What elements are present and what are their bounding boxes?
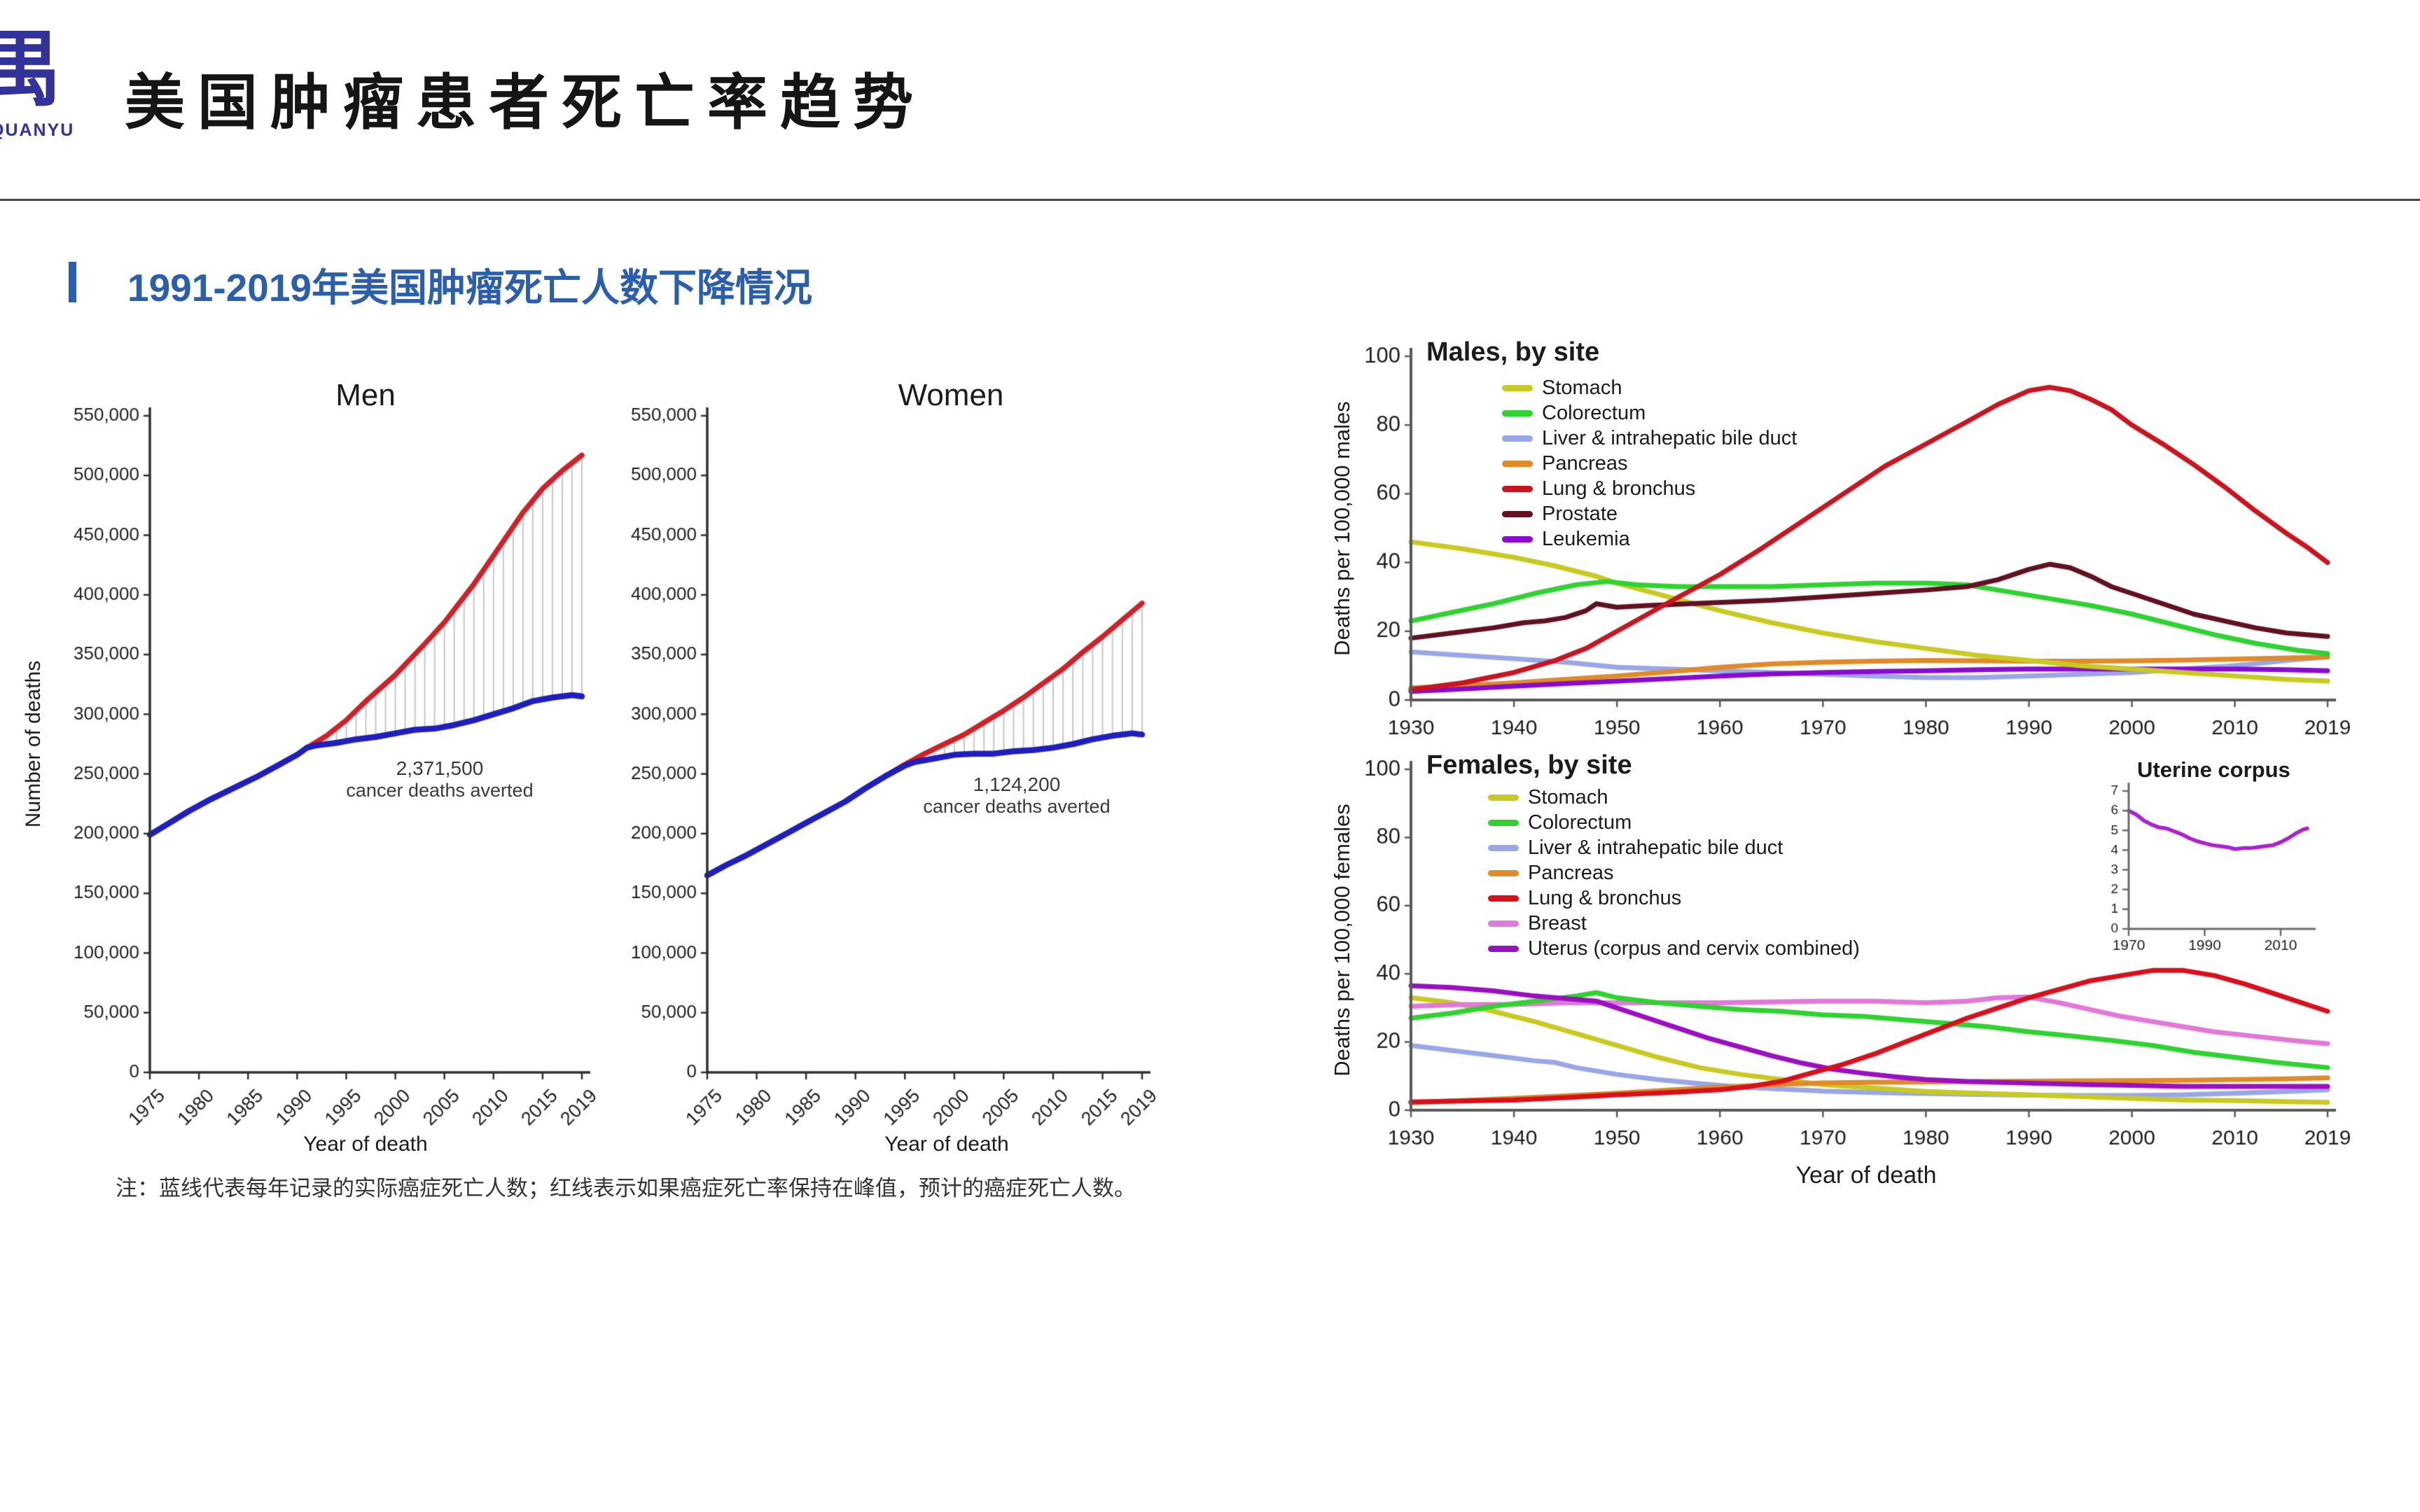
- legend-item: Stomach: [1488, 785, 1860, 810]
- legend-swatch: [1502, 510, 1533, 517]
- uterine-corpus-inset-title: Uterine corpus: [2137, 757, 2290, 782]
- legend-label: Pancreas: [1528, 861, 1614, 884]
- legend-swatch: [1502, 384, 1533, 391]
- legend-label: Liver & intrahepatic bile duct: [1542, 426, 1797, 449]
- women-x-axis-label: Year of death: [884, 1133, 1009, 1156]
- legend-label: Colorectum: [1542, 401, 1646, 424]
- right-x-axis-label: Year of death: [1795, 1162, 1937, 1189]
- legend-label: Breast: [1528, 911, 1587, 934]
- women-deaths-averted-annotation: 1,124,200 cancer deaths averted: [923, 774, 1110, 818]
- legend-swatch: [1488, 895, 1519, 902]
- legend-item: Prostate: [1502, 501, 1797, 526]
- legend-label: Stomach: [1542, 376, 1622, 399]
- men-deaths-averted-label: cancer deaths averted: [346, 780, 534, 801]
- legend-label: Uterus (corpus and cervix combined): [1528, 937, 1860, 960]
- footnote: 注：蓝线代表每年记录的实际癌症死亡人数；红线表示如果癌症死亡率保持在峰值，预计的…: [116, 1176, 1136, 1200]
- legend-swatch: [1502, 460, 1533, 467]
- legend-swatch: [1488, 920, 1519, 927]
- males-legend: Stomach Colorectum Liver & intrahepatic bi…: [1502, 375, 1797, 552]
- legend-swatch: [1502, 536, 1533, 542]
- section-title: 1991-2019年美国肿瘤死亡人数下降情况: [127, 266, 813, 309]
- men-x-axis-label: Year of death: [303, 1133, 428, 1156]
- legend-swatch: [1488, 819, 1519, 826]
- women-deaths-averted-value: 1,124,200: [973, 774, 1061, 795]
- legend-item: Lung & bronchus: [1488, 886, 1860, 911]
- legend-label: Stomach: [1528, 785, 1608, 808]
- men-y-axis-label: Number of deaths: [22, 660, 45, 828]
- females-by-site-title: Females, by site: [1426, 750, 1632, 780]
- men-deaths-averted-annotation: 2,371,500 cancer deaths averted: [346, 757, 533, 802]
- section-accent-bar: [69, 262, 76, 302]
- legend-label: Lung & bronchus: [1528, 886, 1682, 909]
- legend-label: Pancreas: [1542, 451, 1628, 475]
- females-y-axis-label: Deaths per 100,000 females: [1330, 804, 1354, 1077]
- legend-item: Colorectum: [1488, 810, 1860, 835]
- logo-text: QUANYU: [0, 120, 75, 140]
- men-deaths-averted-value: 2,371,500: [396, 757, 484, 779]
- legend-item: Pancreas: [1488, 860, 1860, 886]
- legend-label: Liver & intrahepatic bile duct: [1528, 836, 1783, 859]
- legend-label: Lung & bronchus: [1542, 477, 1696, 500]
- legend-swatch: [1502, 485, 1533, 492]
- women-chart-title: Women: [898, 378, 1004, 412]
- legend-swatch: [1488, 869, 1519, 876]
- legend-item: Lung & bronchus: [1502, 476, 1797, 501]
- legend-item: Stomach: [1502, 375, 1797, 400]
- legend-swatch: [1502, 410, 1533, 416]
- legend-swatch: [1488, 794, 1519, 801]
- legend-item: Liver & intrahepatic bile duct: [1488, 835, 1860, 860]
- women-deaths-averted-label: cancer deaths averted: [923, 796, 1111, 817]
- men-chart-title: Men: [335, 378, 396, 412]
- legend-swatch: [1488, 945, 1519, 952]
- legend-item: Liver & intrahepatic bile duct: [1502, 426, 1797, 451]
- legend-label: Prostate: [1542, 502, 1618, 525]
- males-y-axis-label: Deaths per 100,000 males: [1330, 401, 1354, 656]
- females-legend: Stomach Colorectum Liver & intrahepatic bi…: [1488, 785, 1860, 961]
- males-by-site-title: Males, by site: [1426, 337, 1600, 367]
- legend-item: Breast: [1488, 911, 1860, 936]
- page-title: 美国肿瘤患者死亡率趋势: [125, 69, 926, 136]
- legend-label: Leukemia: [1542, 527, 1630, 550]
- logo-mark: 禺: [0, 24, 62, 116]
- legend-item: Colorectum: [1502, 400, 1797, 426]
- legend-item: Pancreas: [1502, 451, 1797, 476]
- legend-item: Leukemia: [1502, 526, 1797, 552]
- header-divider: [0, 199, 2420, 201]
- legend-swatch: [1488, 844, 1519, 851]
- legend-label: Colorectum: [1528, 811, 1632, 834]
- legend-item: Uterus (corpus and cervix combined): [1488, 936, 1860, 961]
- legend-swatch: [1502, 435, 1533, 442]
